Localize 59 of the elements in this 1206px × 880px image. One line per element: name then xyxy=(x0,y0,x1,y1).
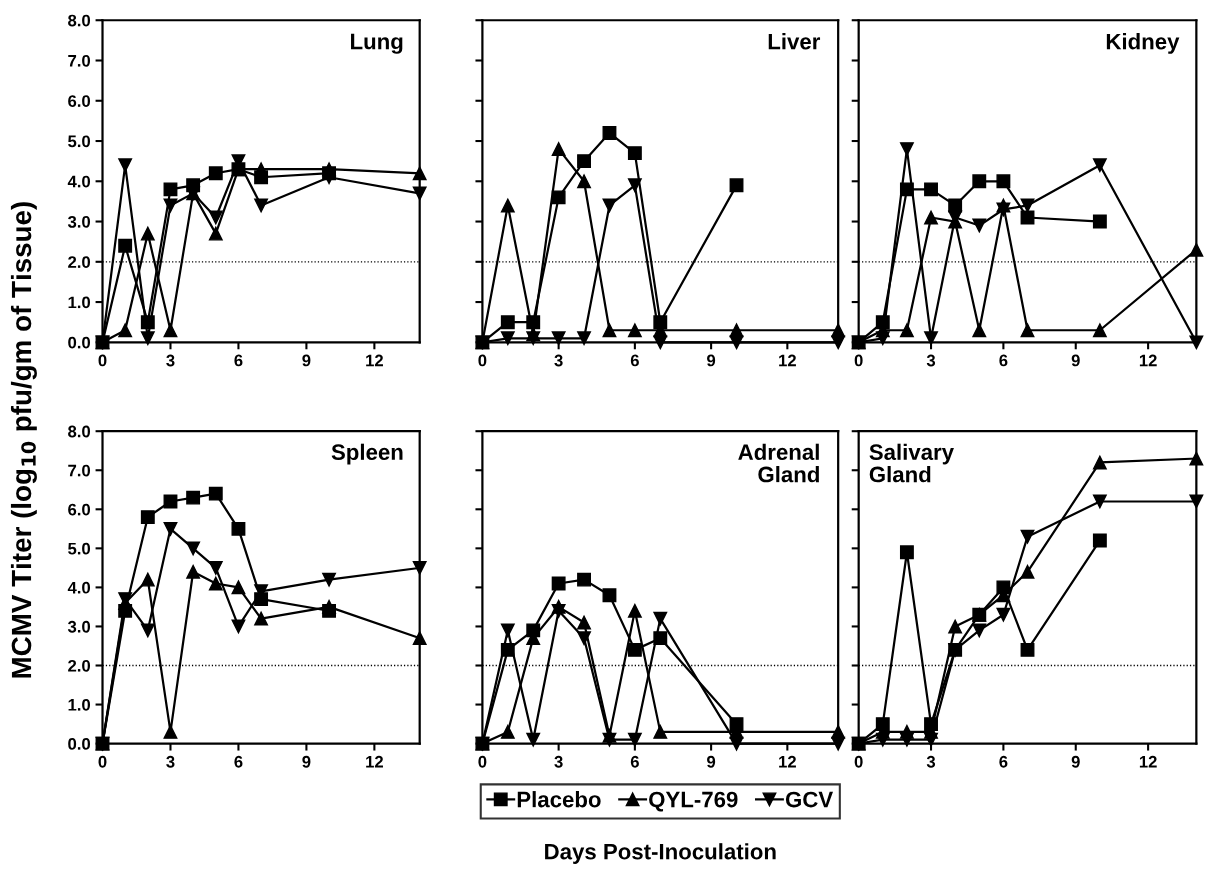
x-tick-label: 3 xyxy=(554,354,563,367)
y-tick-label: 3.0 xyxy=(67,215,91,228)
x-tick-label: 9 xyxy=(1071,755,1080,768)
text: Lung xyxy=(351,33,403,54)
y-axis-title: MCMV Titer (log$_{10}$ pfu/gm of Tissue) xyxy=(10,202,37,678)
x-tick-label: 6 xyxy=(630,755,639,768)
x-tick-label: 9 xyxy=(707,354,716,367)
x-tick-label: 9 xyxy=(302,354,311,367)
x-tick-label: 9 xyxy=(302,755,311,768)
x-tick-label: 6 xyxy=(234,354,243,367)
x-tick-label: 0 xyxy=(98,354,107,367)
x-tick-label: 6 xyxy=(630,354,639,367)
x-tick-label: 12 xyxy=(366,354,383,367)
x-tick-label: 12 xyxy=(366,755,383,768)
x-tick-label: 3 xyxy=(166,354,175,367)
text: Salivary Gland xyxy=(869,443,954,483)
x-tick-label: 12 xyxy=(779,755,796,768)
text: Adrenal Gland xyxy=(738,443,819,483)
y-tick-label: 5.0 xyxy=(68,135,91,148)
text: Spleen xyxy=(331,443,403,465)
y-tick-label: 3.0 xyxy=(67,620,91,633)
x-tick-label: 0 xyxy=(854,354,863,367)
y-tick-label: 7.0 xyxy=(68,464,91,477)
x-tick-label: 3 xyxy=(926,755,936,768)
x-axis-title: Days Post-Inoculation xyxy=(545,843,776,864)
y-tick-label: 7.0 xyxy=(68,54,91,67)
x-tick-label: 12 xyxy=(1139,354,1157,367)
y-tick-label: 0.0 xyxy=(68,738,91,750)
x-tick-label: 6 xyxy=(999,354,1008,367)
y-tick-label: 4.0 xyxy=(67,581,91,594)
x-tick-label: 0 xyxy=(854,755,863,768)
y-tick-label: 8.0 xyxy=(68,425,91,438)
text: Kidney xyxy=(1106,33,1180,54)
y-tick-label: 0.0 xyxy=(68,336,91,349)
y-tick-label: 1.0 xyxy=(68,698,91,711)
x-tick-label: 12 xyxy=(779,354,796,367)
y-tick-label: 2.0 xyxy=(68,659,91,672)
x-tick-label: 3 xyxy=(166,755,175,768)
legend-label: QYL-769 xyxy=(649,791,738,812)
x-tick-label: 0 xyxy=(478,755,487,768)
legend-label: GCV xyxy=(785,791,834,808)
x-tick-label: 3 xyxy=(554,755,563,768)
chart-title: Liver xyxy=(768,33,821,50)
legend-label: Placebo xyxy=(517,791,601,808)
y-tick-label: 6.0 xyxy=(68,503,91,516)
y-tick-label: 2.0 xyxy=(68,256,91,268)
y-tick-label: 5.0 xyxy=(68,542,91,555)
x-tick-label: 0 xyxy=(478,354,487,367)
x-tick-label: 6 xyxy=(234,755,243,768)
x-tick-label: 9 xyxy=(707,755,716,768)
x-tick-label: 6 xyxy=(999,755,1008,768)
y-tick-label: 6.0 xyxy=(68,95,91,107)
y-tick-label: 1.0 xyxy=(68,296,91,309)
x-tick-label: 12 xyxy=(1139,755,1157,768)
x-tick-label: 0 xyxy=(98,755,107,768)
y-tick-label: 8.0 xyxy=(68,14,91,27)
x-tick-label: 3 xyxy=(926,354,936,367)
x-tick-label: 9 xyxy=(1071,354,1080,367)
y-tick-label: 4.0 xyxy=(67,175,91,188)
